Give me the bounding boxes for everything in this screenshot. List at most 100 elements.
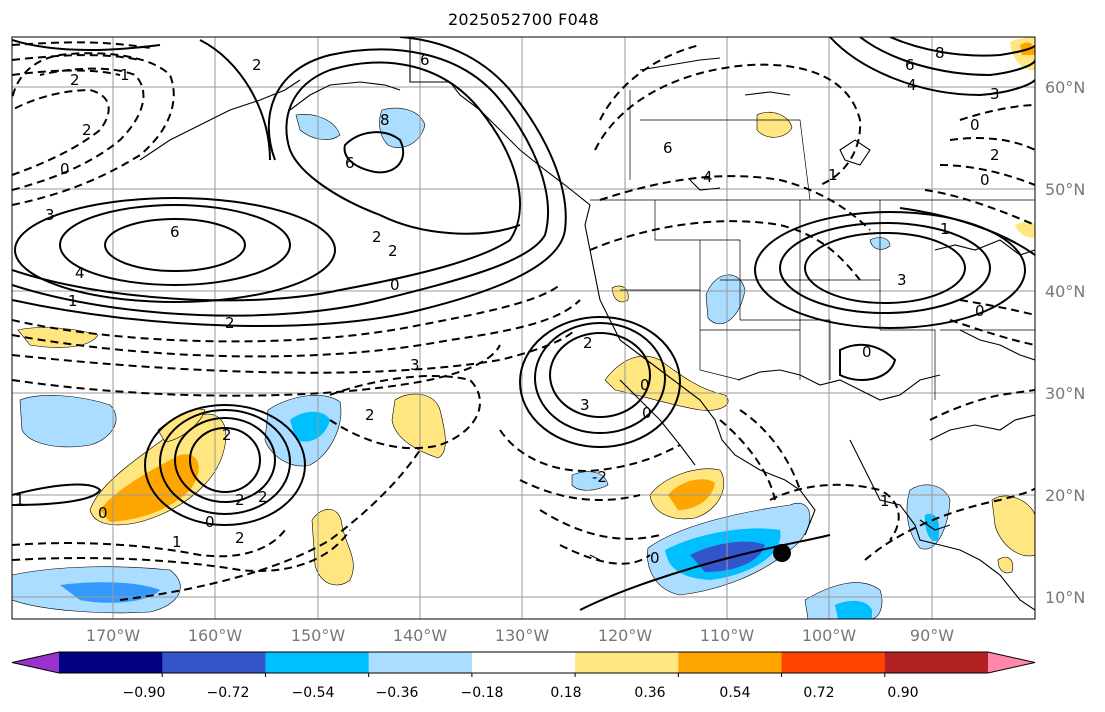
lon-label: 170°W — [86, 626, 141, 645]
contour-label: 0 — [640, 376, 650, 394]
lon-label: 120°W — [598, 626, 653, 645]
longitude-labels: 170°W 160°W 150°W 140°W 130°W 120°W 110°… — [86, 626, 954, 645]
lat-label: 20°N — [1045, 486, 1085, 505]
contour-label: 3 — [897, 271, 907, 289]
lat-label: 30°N — [1045, 384, 1085, 403]
contour-label: 6 — [420, 51, 430, 69]
contour-label: 6 — [170, 223, 180, 241]
colorbar-extend-low — [12, 652, 59, 673]
lon-label: 110°W — [700, 626, 755, 645]
contour-label: 0 — [205, 513, 215, 531]
page-title: 2025052700 F048 — [447, 10, 600, 29]
colorbar-tick-label: −0.54 — [292, 685, 335, 701]
colorbar-tick-label: −0.36 — [376, 685, 419, 701]
contour-label: 4 — [703, 168, 713, 186]
contour-label: 1 — [880, 492, 890, 510]
contour-label: 2 — [70, 71, 80, 89]
colorbar-tick-label: −0.90 — [123, 685, 166, 701]
colorbar-segment — [575, 652, 679, 673]
lon-label: 130°W — [495, 626, 550, 645]
shading-negative — [12, 107, 951, 619]
lon-label: 100°W — [802, 626, 857, 645]
lon-label: 140°W — [393, 626, 448, 645]
lat-label: 60°N — [1045, 78, 1085, 97]
colorbar-tick-label: −0.18 — [461, 685, 504, 701]
latitude-labels: 60°N 50°N 40°N 30°N 20°N 10°N — [1045, 78, 1085, 607]
colorbar-segment — [368, 652, 473, 673]
coastlines — [139, 37, 1035, 611]
colorbar-tick-label: −0.72 — [207, 685, 250, 701]
colorbar-tick-label: 0.18 — [550, 685, 581, 701]
contour-label: 2 — [365, 406, 375, 424]
colorbar-segment — [678, 652, 783, 673]
lon-label: 90°W — [910, 626, 954, 645]
lat-label: 50°N — [1045, 180, 1085, 199]
contour-label: 1 — [15, 491, 25, 509]
contour-label: -2 — [592, 468, 607, 486]
contour-label: 8 — [935, 44, 945, 62]
contour-label: 1 — [172, 533, 182, 551]
contour-label: 2 — [235, 529, 245, 547]
contour-label: 2 — [235, 491, 245, 509]
contour-label: 2 — [222, 426, 232, 444]
contour-label: 6 — [663, 139, 673, 157]
lat-label: 40°N — [1045, 282, 1085, 301]
contour-label: 2 — [583, 334, 593, 352]
contour-label: 1 — [828, 166, 838, 184]
contour-label: 3 — [410, 356, 420, 374]
colorbar-tick-label: 0.54 — [719, 685, 750, 701]
contour-label: 0 — [970, 116, 980, 134]
contour-label: 6 — [905, 56, 915, 74]
contour-label: 4 — [907, 76, 917, 94]
contour-label: 0 — [980, 171, 990, 189]
shading-positive — [17, 37, 1035, 586]
colorbar — [11, 651, 1036, 677]
contour-label: 8 — [380, 111, 390, 129]
contour-label: 1 — [940, 220, 950, 238]
colorbar-segment — [781, 652, 886, 673]
graticule — [12, 37, 1035, 619]
contour-label: 3 — [580, 396, 590, 414]
contour-label: 2 — [252, 56, 262, 74]
contour-label-group: 2 1 2 2 0 6 8 6 3 6 4 1 2 2 0 2 3 2 3 2 … — [15, 44, 1000, 567]
contour-label: 0 — [975, 302, 985, 320]
lat-label: 10°N — [1045, 588, 1085, 607]
location-marker — [773, 544, 791, 562]
lon-label: 160°W — [188, 626, 243, 645]
contour-label: 0 — [642, 404, 652, 422]
colorbar-outline — [11, 651, 1036, 674]
contour-label: 2 — [82, 121, 92, 139]
colorbar-segment — [59, 652, 163, 673]
contour-label: 0 — [60, 160, 70, 178]
contour-label: 0 — [390, 276, 400, 294]
colorbar-segment — [471, 652, 576, 673]
colorbar-tick-label: 0.90 — [887, 685, 918, 701]
contour-label: 1 — [120, 66, 130, 84]
contour-label: 2 — [388, 242, 398, 260]
colorbar-segment — [884, 652, 989, 673]
contour-label: 2 — [372, 228, 382, 246]
contours-dashed — [12, 41, 1035, 601]
colorbar-tick-label: 0.72 — [803, 685, 834, 701]
contour-label: 4 — [75, 264, 85, 282]
contour-label: 3 — [45, 206, 55, 224]
contour-label: 2 — [990, 146, 1000, 164]
colorbar-segment — [265, 652, 370, 673]
lon-label: 150°W — [291, 626, 346, 645]
colorbar-tick-label: 0.36 — [634, 685, 665, 701]
contour-label: 0 — [862, 343, 872, 361]
colorbar-extend-high — [988, 652, 1035, 673]
political-borders — [590, 90, 1035, 400]
colorbar-segment — [162, 652, 266, 673]
contour-label: 0 — [650, 549, 660, 567]
contour-label: 0 — [98, 504, 108, 522]
contour-label: 2 — [258, 488, 268, 506]
contour-label: 1 — [68, 292, 78, 310]
map-area: 2 1 2 2 0 6 8 6 3 6 4 1 2 2 0 2 3 2 3 2 … — [12, 37, 1035, 619]
colorbar-ticks: −0.90 −0.72 −0.54 −0.36 −0.18 0.18 0.36 … — [123, 685, 919, 701]
map-frame — [11, 36, 1036, 620]
contour-label: 3 — [990, 85, 1000, 103]
contour-label: 6 — [345, 154, 355, 172]
contour-label: 2 — [225, 314, 235, 332]
